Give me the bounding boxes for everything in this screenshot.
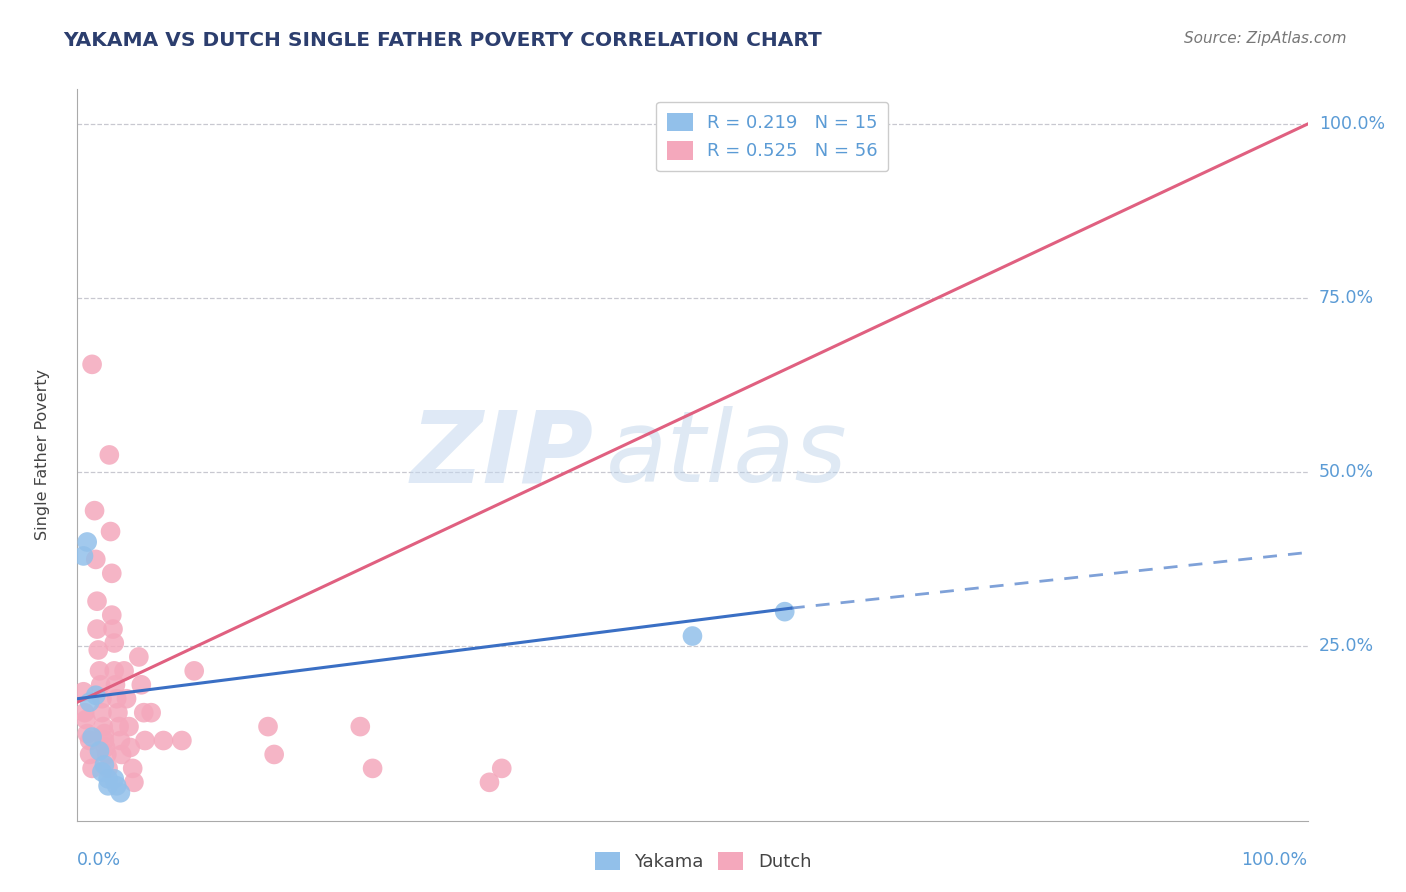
Point [132,706,155,720]
Text: YAKAMA VS DUTCH SINGLE FATHER POVERTY CORRELATION CHART: YAKAMA VS DUTCH SINGLE FATHER POVERTY CO… [63,31,823,50]
Point [491,761,513,775]
Point [773,605,796,619]
Point [90,678,112,692]
Point [76,726,98,740]
Text: Source: ZipAtlas.com: Source: ZipAtlas.com [1184,31,1347,46]
Point [86,594,108,608]
Point [110,786,132,800]
Point [152,733,174,747]
Point [93,758,115,772]
Point [82,761,104,775]
Point [110,733,132,747]
Point [115,691,138,706]
Point [122,775,145,789]
Point [79,747,101,762]
Point [84,552,107,566]
Point [90,706,114,720]
Point [93,726,115,740]
Point [84,688,107,702]
Point [111,747,132,762]
Point [83,503,105,517]
Point [134,733,156,747]
Point [263,747,285,762]
Text: 75.0%: 75.0% [1319,289,1374,307]
Text: atlas: atlas [606,407,848,503]
Point [82,730,104,744]
Point [128,649,150,664]
Point [183,664,205,678]
Text: 50.0%: 50.0% [1319,463,1374,482]
Point [90,691,114,706]
Text: Single Father Poverty: Single Father Poverty [35,369,51,541]
Point [118,720,141,734]
Point [97,772,120,786]
Legend: R = 0.219   N = 15, R = 0.525   N = 56: R = 0.219 N = 15, R = 0.525 N = 56 [657,102,889,171]
Point [101,622,124,636]
Point [103,772,125,786]
Point [97,761,120,775]
Point [72,685,94,699]
Point [86,622,108,636]
Text: 25.0%: 25.0% [1319,638,1374,656]
Point [94,740,117,755]
Legend: Yakama, Dutch: Yakama, Dutch [588,845,818,879]
Text: 0.0%: 0.0% [77,851,121,869]
Point [73,706,96,720]
Point [101,566,124,581]
Point [107,706,129,720]
Point [76,535,98,549]
Point [170,733,193,747]
Point [93,733,115,747]
Point [75,713,97,727]
Text: 100.0%: 100.0% [1319,115,1385,133]
Point [91,720,114,734]
Point [98,448,121,462]
Point [108,720,131,734]
Point [349,720,371,734]
Point [120,740,142,755]
Text: ZIP: ZIP [411,407,595,503]
Point [89,744,111,758]
Text: 100.0%: 100.0% [1241,851,1308,869]
Point [682,629,704,643]
Point [103,664,125,678]
Point [101,608,124,623]
Point [96,747,118,762]
Point [361,761,384,775]
Point [79,695,101,709]
Point [97,779,120,793]
Point [478,775,501,789]
Point [105,691,128,706]
Point [105,779,128,793]
Point [121,761,143,775]
Point [100,524,122,539]
Point [141,706,163,720]
Point [87,643,110,657]
Point [90,764,114,779]
Point [79,733,101,747]
Point [103,636,125,650]
Point [257,720,280,734]
Point [82,357,104,371]
Point [72,549,94,563]
Point [129,678,153,692]
Point [89,664,111,678]
Point [112,664,135,678]
Point [104,678,127,692]
